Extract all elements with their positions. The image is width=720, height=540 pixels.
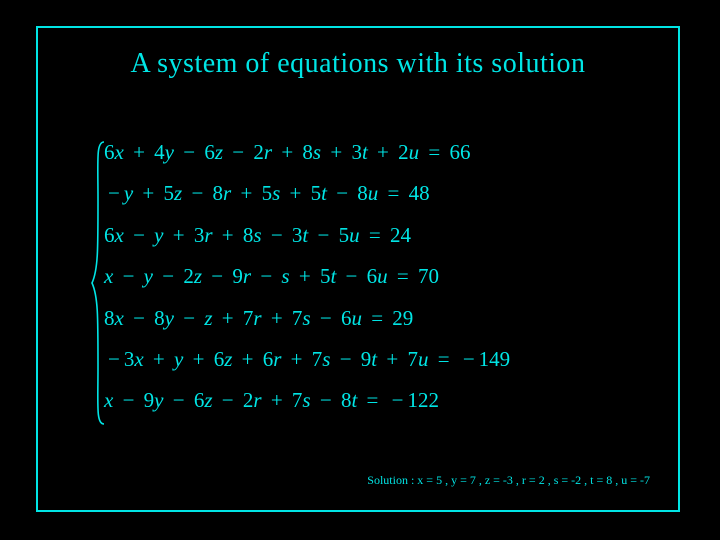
content-frame: A system of equations with its solution … [36, 26, 680, 512]
equation-row: x − y − 2z − 9r − s + 5t − 6u = 70 [104, 262, 644, 291]
solution-text: Solution : x = 5 , y = 7 , z = -3 , r = … [38, 473, 650, 488]
equation-row: −3x + y + 6z + 6r + 7s − 9t + 7u = −149 [104, 345, 644, 374]
equation-row: 6x − y + 3r + 8s − 3t − 5u = 24 [104, 221, 644, 250]
page-title: A system of equations with its solution [38, 48, 678, 80]
equation-system: 6x + 4y − 6z − 2r + 8s + 3t + 2u = 66 −y… [104, 138, 644, 416]
equation-row: −y + 5z − 8r + 5s + 5t − 8u = 48 [104, 179, 644, 208]
equation-list: 6x + 4y − 6z − 2r + 8s + 3t + 2u = 66 −y… [104, 138, 644, 416]
equation-row: 6x + 4y − 6z − 2r + 8s + 3t + 2u = 66 [104, 138, 644, 167]
equation-row: x − 9y − 6z − 2r + 7s − 8t = −122 [104, 386, 644, 415]
equation-row: 8x − 8y − z + 7r + 7s − 6u = 29 [104, 304, 644, 333]
